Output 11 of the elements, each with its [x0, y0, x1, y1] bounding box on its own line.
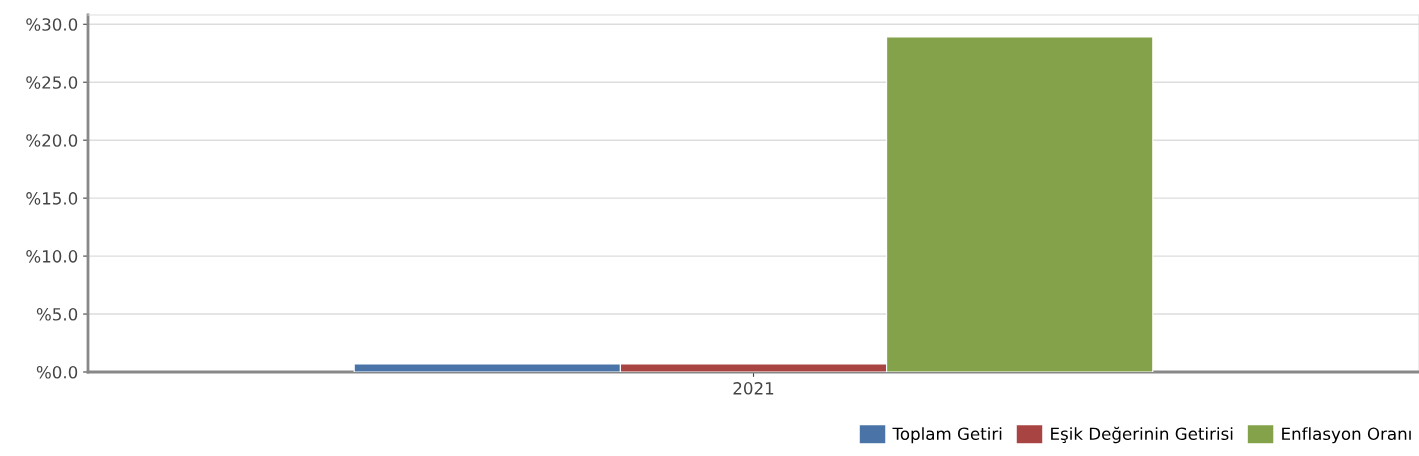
- y-tick-label: %10.0: [26, 250, 78, 263]
- y-tick-label: %20.0: [26, 134, 78, 147]
- legend-label: Eşik Değerinin Getirisi: [1051, 426, 1233, 444]
- y-tick-label: %25.0: [26, 76, 78, 89]
- legend-label: Enflasyon Oranı: [1282, 427, 1411, 444]
- y-tick-label: %0.0: [36, 365, 78, 379]
- x-tick-label: 2021: [733, 382, 774, 395]
- y-tick-label: %15.0: [26, 192, 78, 205]
- y-tick-label: %5.0: [36, 308, 78, 321]
- legend-label: Toplam Getiri: [892, 427, 1002, 444]
- y-tick-label: %30.0: [26, 18, 78, 31]
